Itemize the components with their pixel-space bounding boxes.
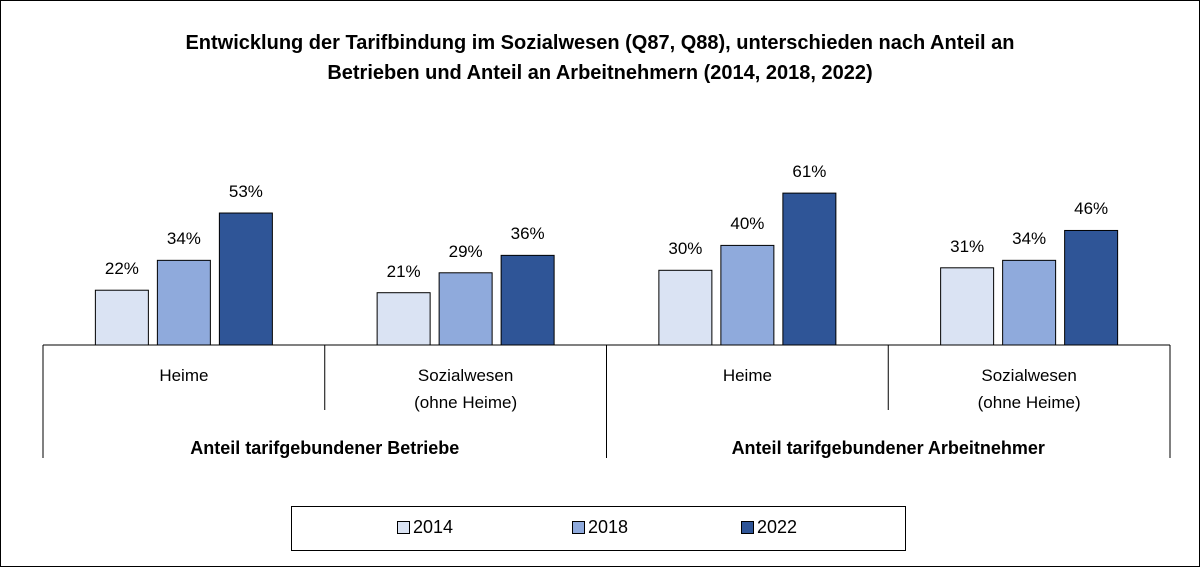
legend-label: 2018 <box>588 517 629 537</box>
data-label: 34% <box>166 229 201 249</box>
bar <box>218 212 273 346</box>
legend-label: 2014 <box>413 517 454 537</box>
data-label: 29% <box>448 241 483 261</box>
group-label: Anteil tarifgebundener Betriebe <box>190 438 460 458</box>
legend-swatch <box>741 521 754 534</box>
data-label: 30% <box>668 239 703 259</box>
bar <box>782 192 837 346</box>
legend-swatch <box>572 521 585 534</box>
data-label: 40% <box>730 214 765 234</box>
bar <box>940 267 995 346</box>
group-label: Anteil tarifgebundener Arbeitnehmer <box>731 438 1045 458</box>
legend-label: 2022 <box>757 517 798 537</box>
x-tick-label: Sozialwesen (ohne Heime) <box>414 366 518 412</box>
bar <box>720 244 775 346</box>
legend-item: 2014 <box>397 517 453 538</box>
data-label: 36% <box>510 224 545 244</box>
bar <box>94 289 149 346</box>
data-label: 31% <box>950 236 985 256</box>
bar <box>658 269 713 346</box>
bar <box>1002 259 1057 346</box>
bar <box>376 292 431 346</box>
x-tick-label: Sozialwesen (ohne Heime) <box>977 366 1081 412</box>
legend: 2014 2018 2022 <box>291 506 906 551</box>
data-label: 34% <box>1012 229 1047 249</box>
data-label: 46% <box>1074 199 1109 219</box>
data-label: 53% <box>228 182 263 202</box>
legend-item: 2022 <box>741 517 797 538</box>
x-tick-label: Heime <box>722 366 772 385</box>
legend-swatch <box>397 521 410 534</box>
data-label: 21% <box>386 261 421 281</box>
bar <box>156 259 211 346</box>
bar <box>1064 229 1119 346</box>
legend-item: 2018 <box>572 517 628 538</box>
bar <box>500 254 555 346</box>
bar <box>438 272 493 346</box>
x-tick-label: Heime <box>159 366 209 385</box>
chart-title: Entwicklung der Tarifbindung im Sozialwe… <box>185 32 1015 84</box>
data-label: 61% <box>792 162 827 182</box>
data-label: 22% <box>104 259 139 279</box>
